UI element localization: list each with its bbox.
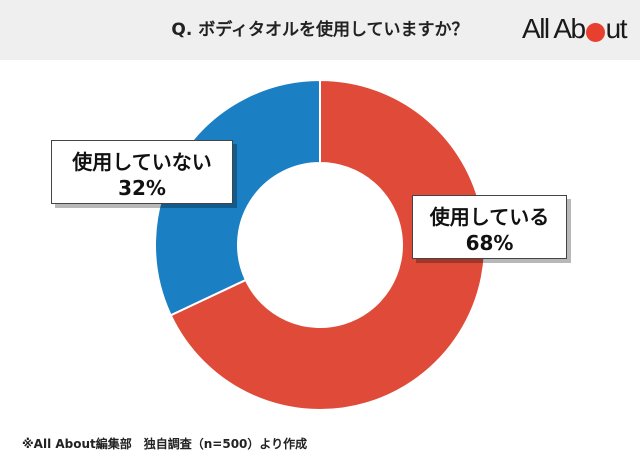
all-about-logo: All Ab ut (522, 12, 628, 46)
slice-value-not-using: 32% (118, 176, 166, 200)
donut-slices (154, 78, 486, 411)
logo-text-end: ut (605, 13, 628, 44)
donut-chart (154, 78, 486, 411)
slice-label-not-using: 使用していない (72, 150, 212, 174)
callout-using: 使用している 68% (412, 195, 567, 259)
slice-not-using (154, 78, 321, 317)
slice-value-using: 68% (465, 231, 514, 255)
slice-label-using: 使用している (429, 205, 550, 229)
question-title: Q. ボディタオルを使用していますか？ (171, 20, 469, 40)
header-bar (0, 0, 640, 60)
logo-text-start: All Ab (522, 13, 586, 44)
logo-dot-icon (585, 22, 605, 42)
source-footnote: ※All About編集部 独自調査（n=500）より作成 (22, 437, 308, 451)
slice-using (169, 78, 486, 411)
callout-not-using: 使用していない 32% (51, 140, 233, 204)
